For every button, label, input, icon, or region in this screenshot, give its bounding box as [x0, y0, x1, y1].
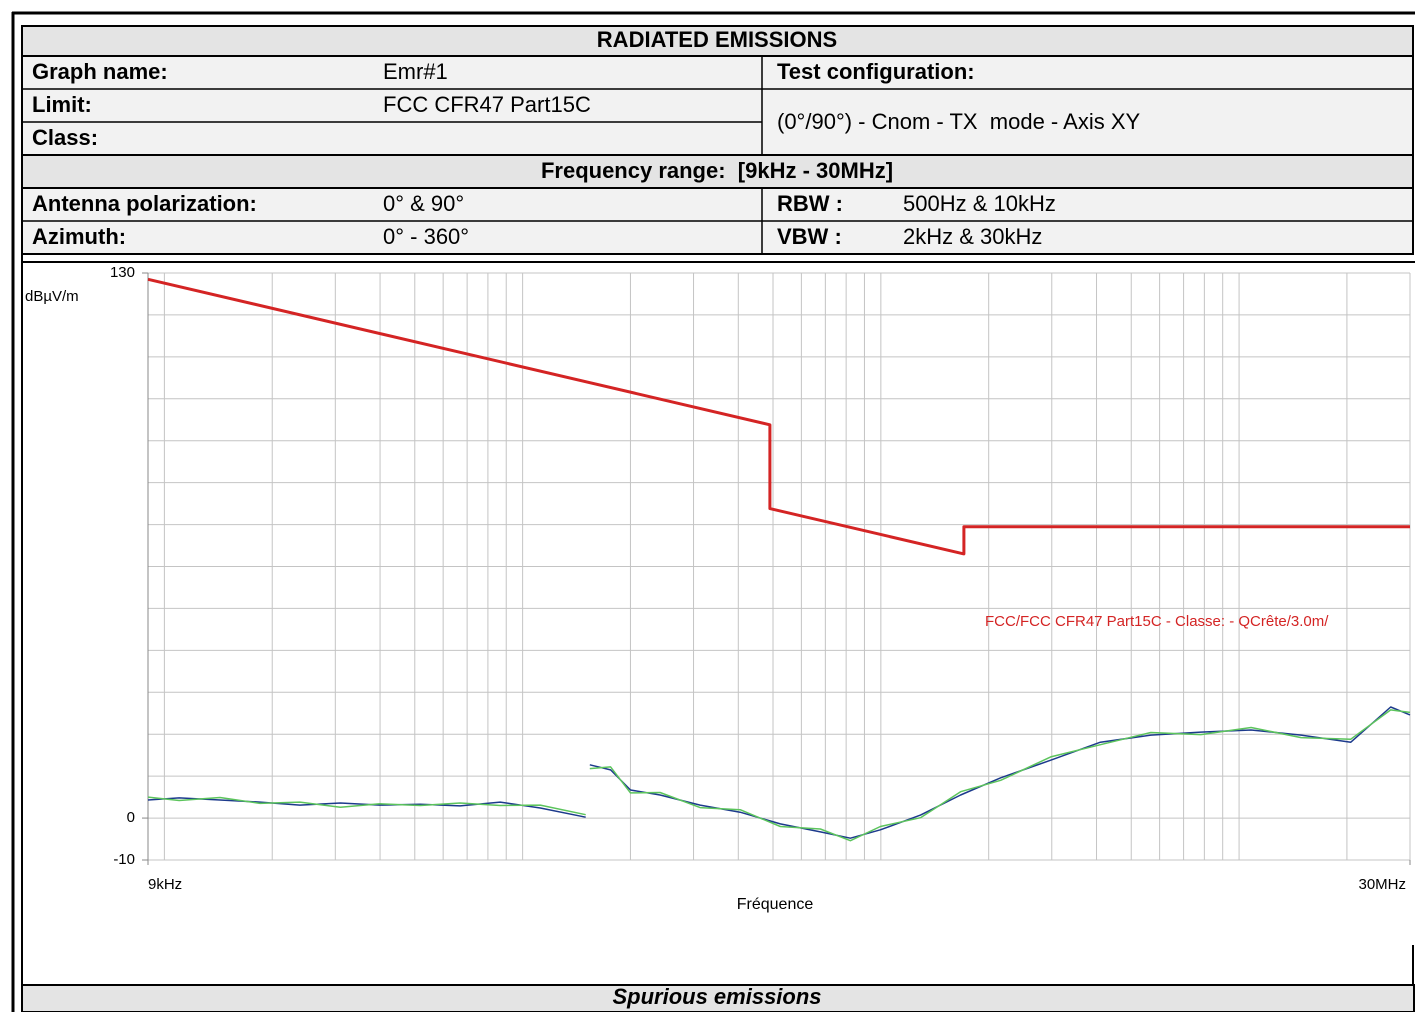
chart: -10 0 130 9kHz 30MHz dBµV/m Fréquence FCC/FCC C…: [25, 264, 1411, 913]
x-axis-label: Fréquence: [737, 896, 814, 913]
y-tick-label: -10: [113, 851, 135, 868]
footer: Spurious emissions: [612, 984, 821, 1009]
value: 0° - 360°: [383, 224, 469, 249]
header-table: RADIATED EMISSIONS Graph name: Emr#1 Tes…: [21, 25, 1414, 255]
title-row: [21, 25, 1414, 57]
config-cell: [763, 90, 1412, 154]
series-line: [147, 797, 586, 818]
x-tick-label: 30MHz: [1358, 876, 1406, 893]
y-axis-label: dBµV/m: [25, 288, 79, 305]
label: Test configuration:: [777, 59, 975, 84]
label: Limit:: [32, 92, 92, 117]
value: 0° & 90°: [383, 191, 464, 216]
series-line: [147, 277, 1410, 556]
label: Antenna polarization:: [32, 191, 257, 216]
value: FCC CFR47 Part15C: [383, 92, 591, 117]
label: Graph name:: [32, 59, 168, 84]
label: VBW :: [777, 224, 842, 249]
series-line: [147, 796, 586, 816]
label: Azimuth:: [32, 224, 126, 249]
x-tick-label: 9kHz: [148, 876, 182, 893]
label: Class:: [32, 125, 98, 150]
value: (0°/90°) - Cnom - TX mode - Axis XY: [777, 109, 1141, 134]
table-title: RADIATED EMISSIONS: [597, 27, 837, 52]
value: 500Hz & 10kHz: [903, 191, 1056, 216]
y-tick-label: 130: [110, 264, 135, 281]
value: Emr#1: [383, 59, 448, 84]
series-line: [589, 709, 1411, 842]
range-title: Frequency range: [9kHz - 30MHz]: [541, 158, 893, 183]
label: RBW :: [777, 191, 843, 216]
y-tick-label: 0: [127, 809, 135, 826]
value: 2kHz & 30kHz: [903, 224, 1042, 249]
annotation: FCC/FCC CFR47 Part15C - Classe: - QCrête…: [985, 613, 1329, 630]
range-row: [21, 154, 1414, 189]
footer-row: [21, 984, 1415, 1012]
